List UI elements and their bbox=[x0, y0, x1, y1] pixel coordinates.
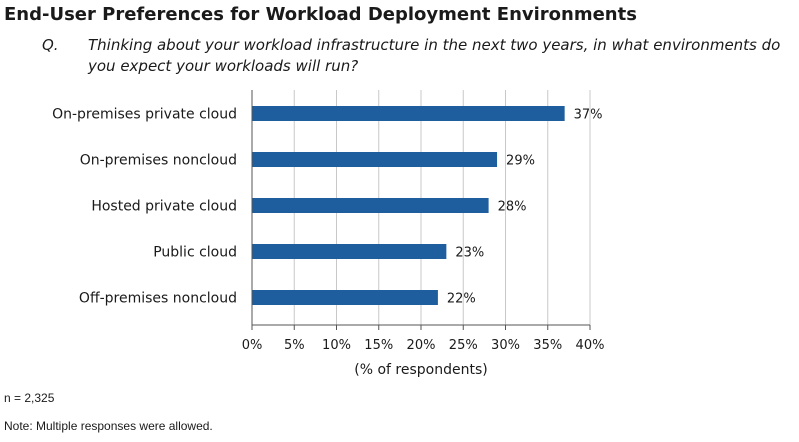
survey-question: Thinking about your workload infrastruct… bbox=[88, 36, 781, 75]
bar bbox=[252, 198, 489, 213]
data-label: 22% bbox=[447, 292, 476, 307]
x-tick-label: 10% bbox=[322, 338, 351, 353]
sample-size-note: n = 2,325 bbox=[4, 391, 55, 405]
data-label: 29% bbox=[506, 154, 535, 169]
multiple-responses-note: Note: Multiple responses were allowed. bbox=[4, 419, 213, 433]
x-tick-labels: 0% 5% 10% 15% 20% 25% 30% 35% 40% bbox=[242, 338, 605, 353]
category-label: Off-premises noncloud bbox=[79, 291, 237, 307]
x-tick-label: 25% bbox=[449, 338, 478, 353]
bars bbox=[252, 106, 565, 305]
data-label: 37% bbox=[574, 108, 603, 123]
question-label: Q. bbox=[42, 36, 59, 54]
category-label: On-premises private cloud bbox=[52, 107, 237, 123]
category-labels: On-premises private cloud On-premises non… bbox=[52, 107, 237, 307]
x-tick-label: 30% bbox=[491, 338, 520, 353]
x-tick-label: 5% bbox=[284, 338, 305, 353]
bar bbox=[252, 152, 498, 167]
value-labels: 37% 29% 28% 23% 22% bbox=[447, 108, 603, 307]
x-tick-label: 0% bbox=[242, 338, 263, 353]
x-tick-label: 20% bbox=[407, 338, 436, 353]
category-label: Public cloud bbox=[153, 245, 237, 261]
x-tick-label: 35% bbox=[533, 338, 562, 353]
category-label: On-premises noncloud bbox=[80, 153, 237, 169]
x-axis-title: (% of respondents) bbox=[354, 362, 487, 378]
data-label: 28% bbox=[498, 200, 527, 215]
bar bbox=[252, 244, 447, 259]
chart-title: End-User Preferences for Workload Deploy… bbox=[4, 4, 637, 25]
x-tick-label: 40% bbox=[576, 338, 605, 353]
data-label: 23% bbox=[455, 246, 484, 261]
category-label: Hosted private cloud bbox=[91, 199, 237, 215]
bar bbox=[252, 290, 438, 305]
bar bbox=[252, 106, 565, 121]
x-tick-label: 15% bbox=[364, 338, 393, 353]
